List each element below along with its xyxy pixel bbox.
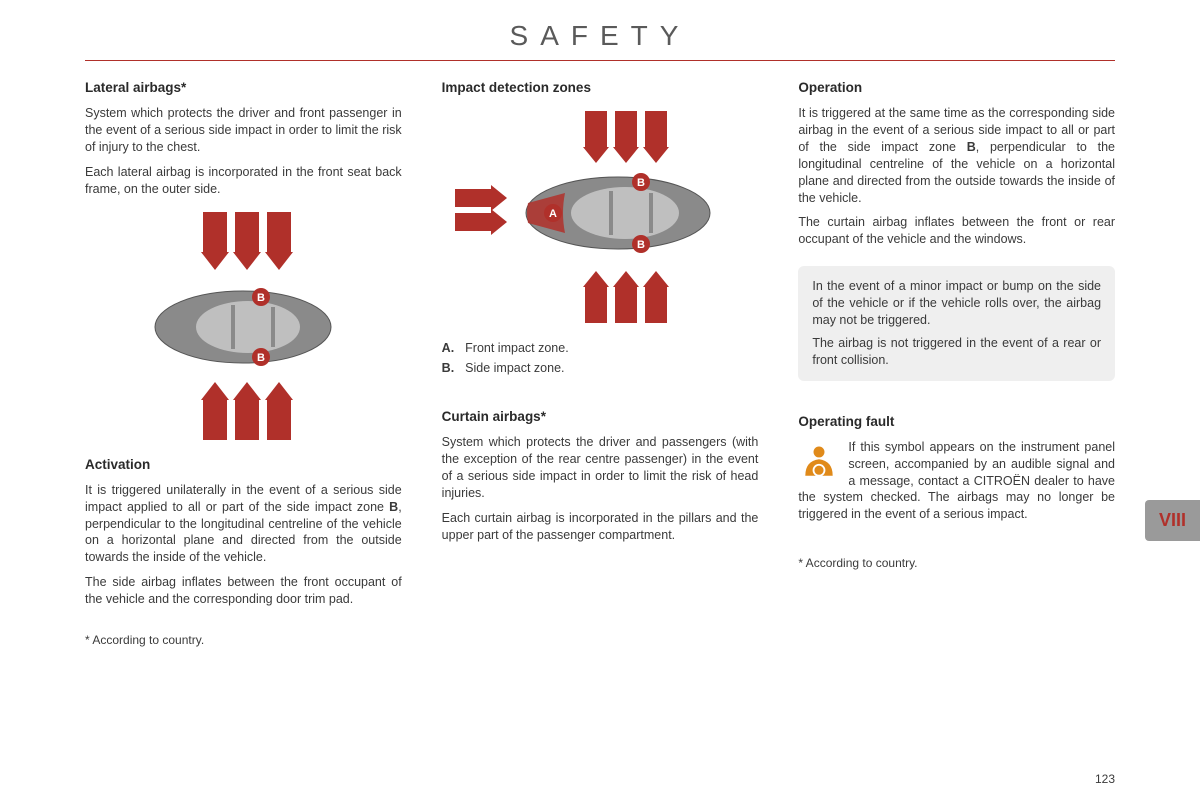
legend-b-text: Side impact zone. <box>465 361 564 375</box>
activation-heading: Activation <box>85 456 402 474</box>
info-box-p2: The airbag is not triggered in the event… <box>812 335 1101 369</box>
legend-b-label: B. <box>442 360 462 377</box>
operation-heading: Operation <box>798 79 1115 97</box>
svg-text:A: A <box>549 208 557 220</box>
fault-heading: Operating fault <box>798 413 1115 431</box>
footnote-col1: * According to country. <box>85 632 402 648</box>
activation-p1: It is triggered unilaterally in the even… <box>85 482 402 566</box>
legend-b: B. Side impact zone. <box>442 360 759 377</box>
section-tab: VIII <box>1145 500 1200 541</box>
content-columns: Lateral airbags* System which protects t… <box>0 79 1200 648</box>
curtain-p2: Each curtain airbag is incorporated in t… <box>442 510 759 544</box>
info-box-p1: In the event of a minor impact or bump o… <box>812 278 1101 329</box>
impact-diagram: A B B <box>442 111 759 326</box>
svg-text:B: B <box>637 239 645 251</box>
fault-text: If this symbol appears on the instrument… <box>798 439 1115 523</box>
lateral-airbags-p2: Each lateral airbag is incorporated in t… <box>85 164 402 198</box>
impact-car-icon: A B B <box>455 111 745 326</box>
activation-p1-b: B <box>389 500 398 514</box>
legend-a-label: A. <box>442 340 462 357</box>
page-title: SAFETY <box>0 0 1200 60</box>
column-2: Impact detection zones <box>442 79 759 648</box>
activation-p1-a: It is triggered unilaterally in the even… <box>85 483 402 514</box>
legend-a: A. Front impact zone. <box>442 340 759 357</box>
lateral-airbags-p1: System which protects the driver and fro… <box>85 105 402 156</box>
svg-text:B: B <box>637 177 645 189</box>
svg-text:B: B <box>257 292 265 304</box>
page-number: 123 <box>1095 772 1115 786</box>
svg-text:B: B <box>257 352 265 364</box>
lateral-diagram: B B <box>85 212 402 442</box>
legend-a-text: Front impact zone. <box>465 341 569 355</box>
title-divider <box>85 60 1115 61</box>
curtain-heading: Curtain airbags* <box>442 408 759 426</box>
activation-p2: The side airbag inflates between the fro… <box>85 574 402 608</box>
info-box: In the event of a minor impact or bump o… <box>798 266 1115 380</box>
column-3: Operation It is triggered at the same ti… <box>798 79 1115 648</box>
operation-p2: The curtain airbag inflates between the … <box>798 214 1115 248</box>
airbag-warning-icon <box>798 441 840 483</box>
operation-p1-b: B <box>967 140 976 154</box>
operation-p1: It is triggered at the same time as the … <box>798 105 1115 206</box>
lateral-airbags-heading: Lateral airbags* <box>85 79 402 97</box>
curtain-p1: System which protects the driver and pas… <box>442 434 759 502</box>
footnote-col3: * According to country. <box>798 555 1115 571</box>
lateral-car-icon: B B <box>123 212 363 442</box>
fault-body: If this symbol appears on the instrument… <box>798 440 1115 522</box>
impact-zones-heading: Impact detection zones <box>442 79 759 97</box>
column-1: Lateral airbags* System which protects t… <box>85 79 402 648</box>
